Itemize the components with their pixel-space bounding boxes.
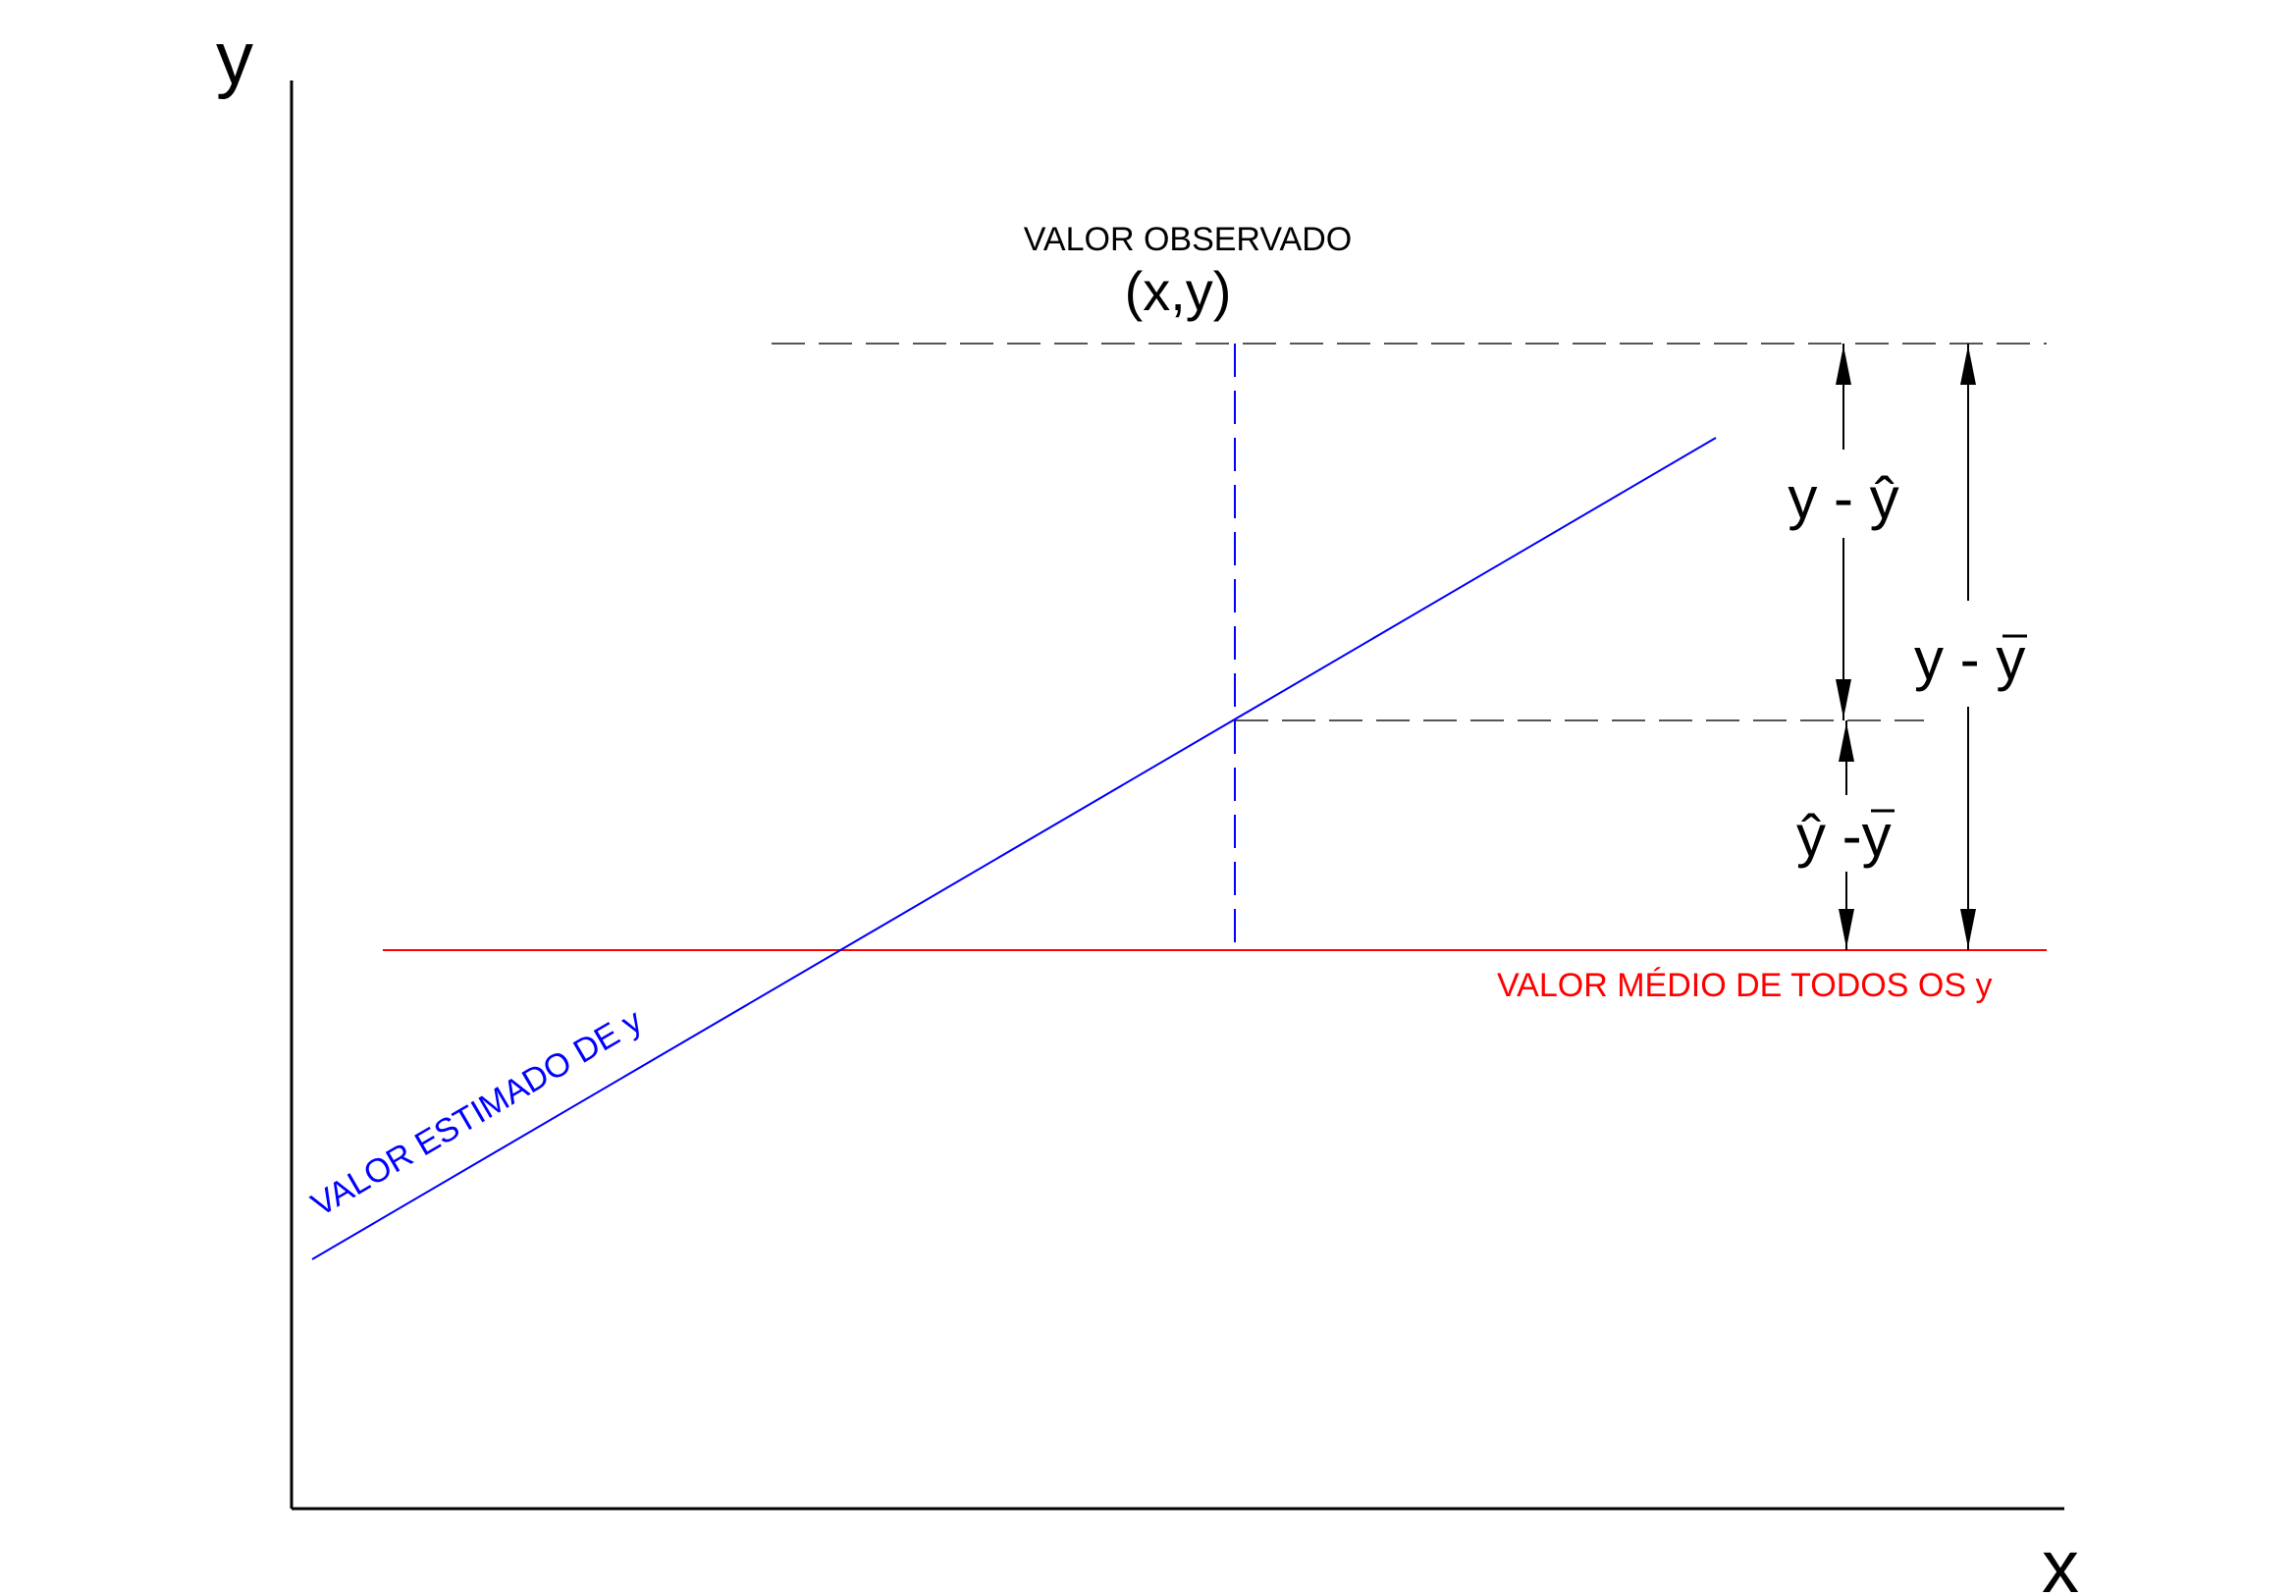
ybar-symbol: y [1862,803,1892,869]
y-minus-yhat-label: y - ŷ [1788,465,1898,531]
arrow-down-icon [1839,909,1854,948]
estimated-line-label: VALOR ESTIMADO DE y [305,1002,649,1224]
y-axis-label: y [216,17,253,100]
arrow-up-icon [1960,346,1976,385]
regression-line [311,437,1717,1260]
dimension-y-minus-yhat: y - ŷ [1788,344,1899,720]
dimension-yhat-minus-ybar: ŷ -y [1796,720,1895,950]
y-minus-ybar-label: y - y [1914,626,2025,692]
arrow-down-icon [1836,679,1851,718]
observed-value-title: VALOR OBSERVADO [1024,221,1352,258]
y-minus-prefix: y - [1914,626,1996,692]
arrow-up-icon [1836,346,1851,385]
yhat-minus-prefix: ŷ - [1796,803,1862,869]
yhat-minus-ybar-label: ŷ -y [1796,803,1892,869]
arrow-down-icon [1960,909,1976,948]
x-axis-label: x [2042,1525,2079,1596]
observed-point-label: (x,y) [1125,260,1232,322]
arrow-up-icon [1839,722,1854,762]
dimension-y-minus-ybar: y - y [1914,344,2027,950]
mean-line-label: VALOR MÉDIO DE TODOS OS y [1497,967,1992,1004]
